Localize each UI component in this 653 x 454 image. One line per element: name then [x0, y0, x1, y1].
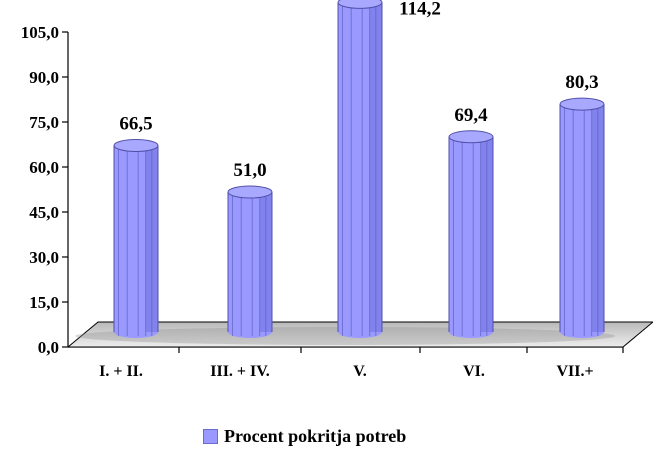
bar-top: [337, 0, 383, 9]
axis-layer: 0,0 15,0 30,0 45,0 60,0 75,0 90,0 105,0: [21, 23, 624, 357]
x-category-label: VI.: [463, 363, 485, 380]
data-label: 51,0: [233, 160, 266, 181]
bar-top: [448, 130, 494, 144]
bar: [559, 97, 605, 338]
legend-swatch: [203, 428, 218, 444]
y-tick-label: 15,0: [29, 293, 59, 312]
bar: [227, 185, 273, 338]
data-label: 69,4: [454, 105, 488, 126]
data-label: 80,3: [565, 72, 598, 93]
bar: [113, 139, 159, 338]
y-tick-label: 75,0: [29, 113, 59, 132]
y-tick-label: 60,0: [29, 158, 59, 177]
label-layer: 66,5 51,0 114,2 69,4 80,3 I. + II. III. + IV. V…: [99, 0, 599, 380]
data-label: 66,5: [119, 114, 152, 135]
bar: [337, 0, 383, 338]
legend: Procent pokritja potreb: [203, 425, 406, 447]
y-tick-label: 105,0: [21, 23, 59, 42]
y-tick-label: 45,0: [29, 203, 59, 222]
y-tick-label: 30,0: [29, 248, 59, 267]
legend-label: Procent pokritja potreb: [224, 425, 407, 446]
bar-top: [227, 185, 273, 199]
bar-top: [113, 139, 159, 152]
bar-top: [559, 97, 605, 111]
bar-layer: [113, 0, 605, 338]
data-label: 114,2: [399, 0, 441, 19]
x-category-label: III. + IV.: [210, 363, 270, 380]
x-category-label: V.: [353, 363, 367, 380]
bar: [448, 130, 494, 338]
x-category-label: I. + II.: [99, 363, 143, 380]
x-category-label: VII.+: [556, 363, 593, 380]
y-tick-label: 90,0: [29, 68, 59, 87]
y-tick-label: 0,0: [38, 338, 59, 357]
